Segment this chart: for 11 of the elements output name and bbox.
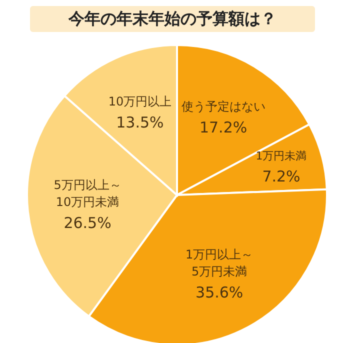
slice-label: 1万円未満: [256, 149, 307, 162]
chart-title: 今年の年末年始の予算額は？: [67, 9, 278, 30]
data-label: 26.5%: [64, 214, 112, 232]
slice-label: 5万円以上～10万円未満: [54, 178, 122, 209]
slice-label: 1万円以上～5万円未満: [186, 247, 254, 278]
data-label: 7.2%: [262, 167, 300, 186]
slice-label: 使う予定はない: [181, 99, 266, 114]
slice-label: 10万円以上: [108, 94, 172, 108]
data-label: 13.5%: [116, 113, 164, 132]
data-label: 35.6%: [196, 283, 244, 302]
data-label: 17.2%: [199, 118, 248, 136]
